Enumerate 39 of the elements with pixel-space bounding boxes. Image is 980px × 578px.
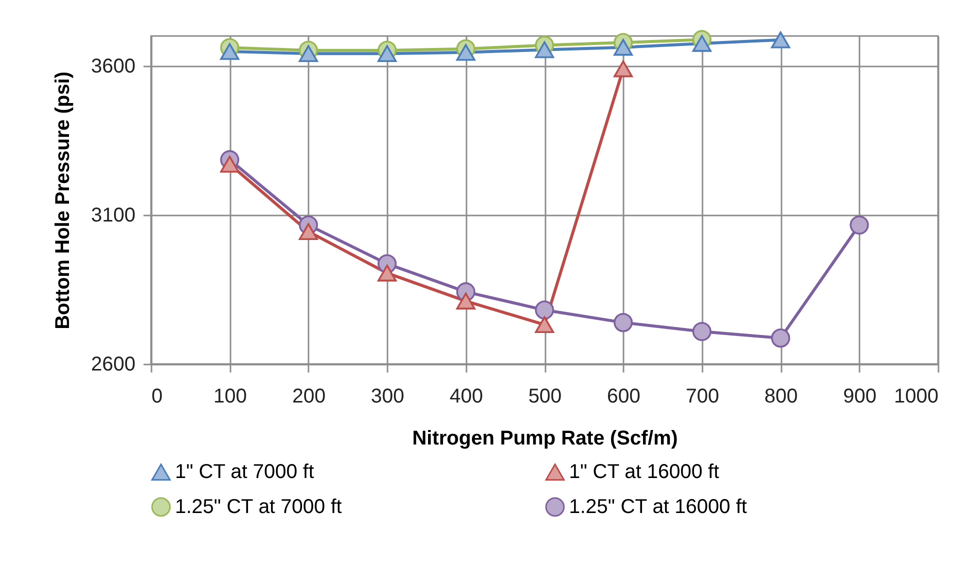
point [614,60,633,78]
point [456,44,476,61]
x-tick-label: 0 [152,386,163,408]
legend-label: 1.25" CT at 7000 ft [175,496,342,518]
legend-label: 1" CT at 7000 ft [175,461,314,484]
point [614,38,633,56]
x-axis-title: Nitrogen Pump Rate (Scf/m) [412,428,678,450]
point [534,41,554,58]
x-tick-label: 600 [607,386,640,408]
y-tick-label: 3600 [91,55,136,78]
point [220,156,240,173]
legend-label: 1.25" CT at 16000 ft [569,496,748,518]
point [692,35,712,52]
point [298,223,318,240]
y-axis-title: Bottom Hole Pressure (psi) [52,72,74,330]
x-tick-label: 1000 [894,386,938,408]
point [378,264,397,282]
point [692,322,712,342]
x-tick-label: 300 [370,386,404,408]
x-tick-label: 700 [686,386,720,408]
point [614,313,633,332]
y-tick-label: 2600 [91,354,136,376]
point [298,45,318,62]
x-tick-label: 900 [843,386,876,408]
y-tick-label: 3100 [91,204,136,226]
x-tick-label: 800 [764,386,798,408]
point [771,31,790,48]
x-tick-label: 500 [528,386,562,408]
x-tick-label: 200 [292,386,326,408]
point [220,43,240,60]
point [771,328,790,348]
point [850,216,869,235]
x-tick-label: 400 [450,386,483,408]
point [534,300,554,320]
point [534,316,554,334]
point [456,292,476,310]
x-tick-label: 100 [214,386,247,408]
legend-label: 1" CT at 16000 ft [569,461,720,484]
point [378,45,397,62]
